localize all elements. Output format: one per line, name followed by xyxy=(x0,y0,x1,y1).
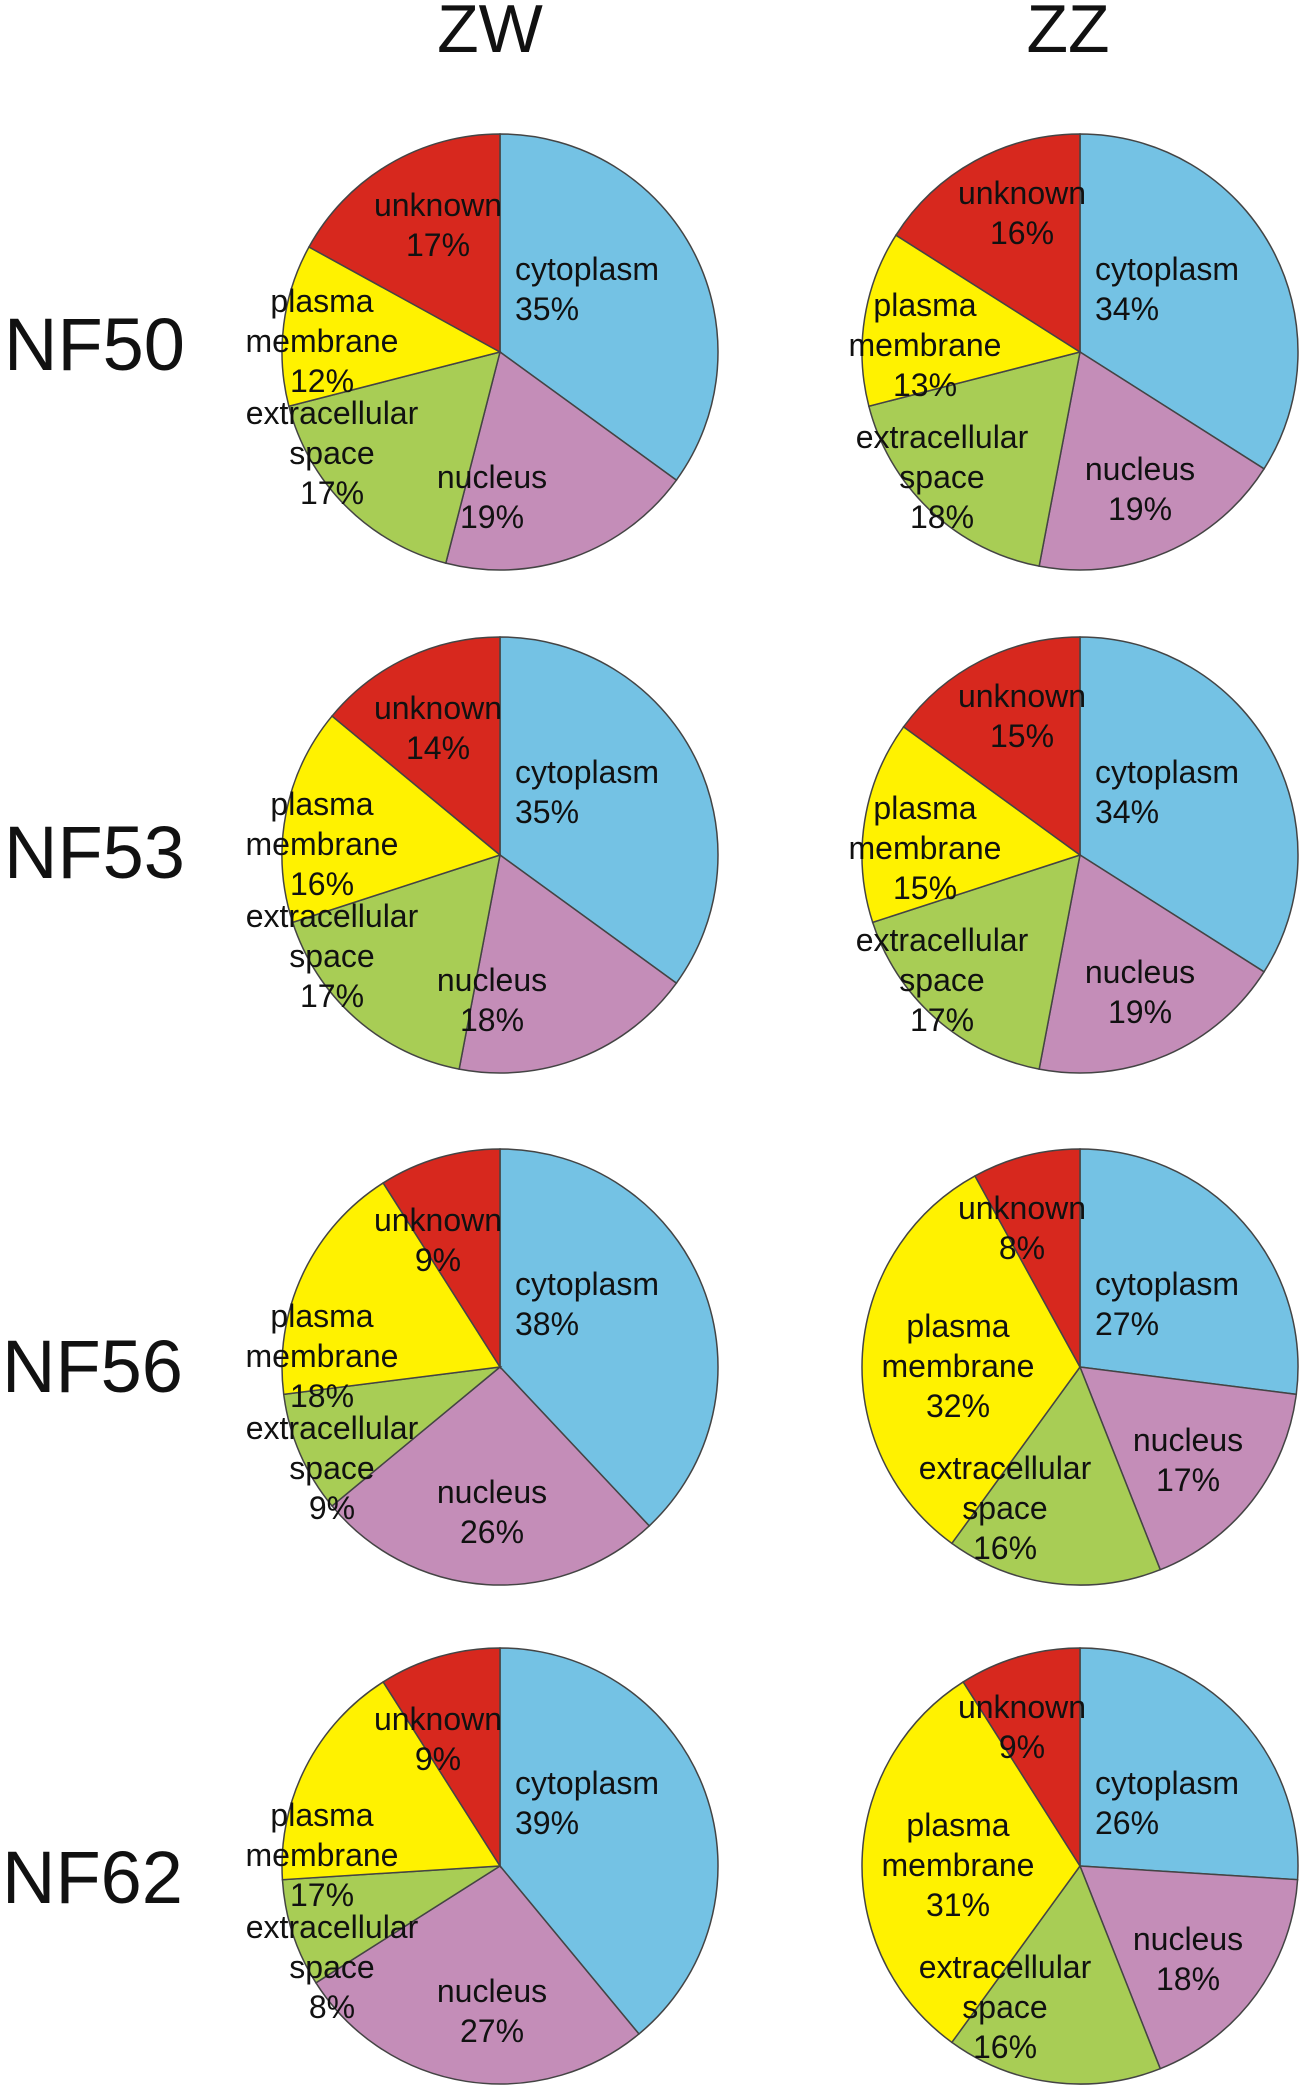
slice-cytoplasm xyxy=(499,1647,719,2036)
slice-label-extracellular-space: extracellular space 17% xyxy=(246,395,419,511)
slice-label-nucleus: nucleus 19% xyxy=(437,459,547,535)
slice-extracellular-space xyxy=(950,1864,1162,2085)
slice-nucleus xyxy=(1038,350,1266,571)
slice-extracellular-space xyxy=(287,350,502,565)
slice-label-cytoplasm: cytoplasm 26% xyxy=(1095,1765,1239,1841)
row-label-nf53: NF53 xyxy=(4,811,185,894)
slice-plasma-membrane xyxy=(281,245,503,408)
slice-label-plasma-membrane: plasma membrane 31% xyxy=(882,1807,1035,1923)
slice-plasma-membrane xyxy=(861,1680,1081,2044)
slice-unknown xyxy=(894,133,1081,354)
slice-label-extracellular-space: extracellular space 16% xyxy=(919,1949,1092,2065)
row-label-nf62: NF62 xyxy=(2,1836,183,1919)
pie-nf53-zw: cytoplasm 35% nucleus 18%extracellular space… xyxy=(246,636,719,1074)
pie-nf53-zz: cytoplasm 34% nucleus 19% extracellular space… xyxy=(849,636,1299,1074)
slice-label-extracellular-space: extracellular space 17% xyxy=(856,922,1029,1038)
slice-nucleus xyxy=(1078,1865,1299,2070)
row-labels: NF50 NF53 NF56 NF62 xyxy=(2,303,185,1919)
slice-label-plasma-membrane: plasma membrane 18% xyxy=(246,1298,399,1414)
pie-nf50-zz: cytoplasm 34% nucleus 19% extracellular space… xyxy=(849,133,1299,571)
column-title-zw: ZW xyxy=(437,0,543,67)
slice-plasma-membrane xyxy=(281,714,502,924)
slice-label-cytoplasm: cytoplasm 27% xyxy=(1095,1266,1239,1342)
slice-label-nucleus: nucleus 17% xyxy=(1133,1422,1243,1498)
column-titles: ZW ZZ xyxy=(437,0,1109,67)
slice-label-cytoplasm: cytoplasm 39% xyxy=(515,1765,659,1841)
slice-label-nucleus: nucleus 27% xyxy=(437,1973,547,2049)
slice-label-cytoplasm: cytoplasm 34% xyxy=(1095,251,1239,327)
slice-cytoplasm xyxy=(499,1148,719,1527)
slice-label-unknown: unknown 9% xyxy=(374,1202,502,1278)
row-label-nf50: NF50 xyxy=(4,303,185,386)
slice-label-plasma-membrane: plasma membrane 13% xyxy=(849,287,1002,403)
slice-label-plasma-membrane: plasma membrane 16% xyxy=(246,786,399,902)
slice-plasma-membrane xyxy=(861,1174,1081,1545)
slice-label-nucleus: nucleus 19% xyxy=(1085,954,1195,1030)
slice-label-nucleus: nucleus 26% xyxy=(437,1474,547,1550)
slice-label-extracellular-space: extracellular space 17% xyxy=(246,898,419,1014)
slice-extracellular-space xyxy=(871,853,1081,1071)
slice-label-cytoplasm: cytoplasm 35% xyxy=(515,251,659,327)
slice-label-cytoplasm: cytoplasm 38% xyxy=(515,1266,659,1342)
slice-label-extracellular-space: extracellular space 16% xyxy=(919,1450,1092,1566)
slice-label-extracellular-space: extracellular space 18% xyxy=(856,419,1029,535)
slice-unknown xyxy=(962,1647,1081,1869)
pie-nf62-zz: cytoplasm 26% nucleus 18% extracellular space… xyxy=(861,1647,1299,2085)
row-label-nf56: NF56 xyxy=(2,1325,183,1408)
slice-nucleus xyxy=(330,1365,651,1586)
pie-nf56-zw: cytoplasm 38% nucleus 26%extracellular space… xyxy=(246,1148,719,1586)
slice-extracellular-space xyxy=(281,1865,501,1984)
slice-extracellular-space xyxy=(867,350,1081,568)
slice-cytoplasm xyxy=(499,133,719,482)
slice-label-plasma-membrane: plasma membrane 17% xyxy=(246,1797,399,1913)
pie-nf50-zw: cytoplasm 35% nucleus 19%extracellular space… xyxy=(246,133,719,571)
pie-nf62-zw: cytoplasm 39% nucleus 27%extracellular space… xyxy=(246,1647,719,2085)
slice-label-unknown: unknown 15% xyxy=(958,678,1086,754)
slice-plasma-membrane xyxy=(861,725,1082,924)
slice-cytoplasm xyxy=(1079,1148,1299,1396)
slice-cytoplasm xyxy=(499,636,719,985)
slice-nucleus xyxy=(458,853,678,1074)
slice-label-unknown: unknown 8% xyxy=(958,1190,1086,1266)
pies-layer: cytoplasm 35%nucleus 19%extracellular space… xyxy=(246,133,1299,2085)
slice-label-plasma-membrane: plasma membrane 32% xyxy=(882,1308,1035,1424)
column-title-zz: ZZ xyxy=(1026,0,1109,67)
slice-label-plasma-membrane: plasma membrane 12% xyxy=(246,283,399,399)
slice-unknown xyxy=(330,636,501,857)
slice-label-plasma-membrane: plasma membrane 15% xyxy=(849,790,1002,906)
pie-nf56-zz: cytoplasm 27% nucleus 17% extracellular space… xyxy=(861,1148,1299,1586)
slice-cytoplasm xyxy=(1079,636,1299,973)
slice-unknown xyxy=(973,1148,1081,1368)
slice-label-unknown: unknown 9% xyxy=(374,1701,502,1777)
slice-label-unknown: unknown 9% xyxy=(958,1689,1086,1765)
slice-nucleus xyxy=(444,350,678,571)
slice-label-nucleus: nucleus 19% xyxy=(1085,451,1195,527)
slice-plasma-membrane xyxy=(281,1680,502,1881)
slice-label-unknown: unknown 14% xyxy=(374,690,502,766)
slice-extracellular-space xyxy=(291,853,501,1071)
slice-label-unknown: unknown 17% xyxy=(374,187,502,263)
slice-unknown xyxy=(902,636,1081,857)
slice-unknown xyxy=(382,1148,501,1370)
slice-nucleus xyxy=(1038,853,1266,1074)
slice-unknown xyxy=(307,133,501,354)
slice-label-unknown: unknown 16% xyxy=(958,175,1086,251)
slice-extracellular-space xyxy=(950,1365,1162,1586)
slice-unknown xyxy=(382,1647,501,1869)
slice-cytoplasm xyxy=(1079,1647,1299,1881)
slice-label-extracellular-space: extracellular space 9% xyxy=(246,1410,419,1526)
slice-plasma-membrane xyxy=(861,234,1082,408)
slice-plasma-membrane xyxy=(281,1181,502,1396)
slice-label-nucleus: nucleus 18% xyxy=(437,962,547,1038)
slice-label-nucleus: nucleus 18% xyxy=(1133,1921,1243,1997)
slice-nucleus xyxy=(314,1865,641,2085)
slice-label-cytoplasm: cytoplasm 34% xyxy=(1095,754,1239,830)
slice-extracellular-space xyxy=(282,1365,503,1508)
slice-label-cytoplasm: cytoplasm 35% xyxy=(515,754,659,830)
slice-label-extracellular-space: extracellular space 8% xyxy=(246,1909,419,2025)
slice-nucleus xyxy=(1078,1366,1298,1571)
slice-cytoplasm xyxy=(1079,133,1299,470)
